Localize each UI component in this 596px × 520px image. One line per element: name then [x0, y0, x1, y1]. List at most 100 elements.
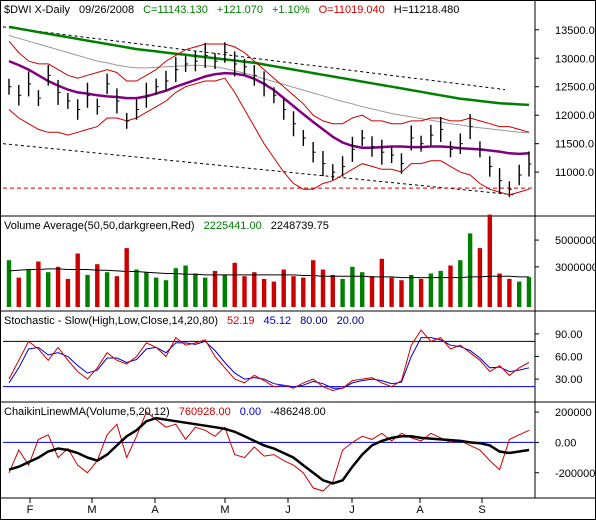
stoch-tick-label: 30.00 — [555, 374, 583, 386]
volume-bar — [203, 277, 208, 307]
chaikin-v1: 760928.00 — [179, 406, 231, 418]
price-tick-label: 11500.0 — [555, 139, 594, 151]
chaikin-tick-label: 200000 — [555, 407, 592, 419]
chaikin-tick-label: 0.00 — [555, 437, 576, 449]
volume-bar — [507, 278, 512, 307]
volume-bar — [46, 272, 51, 307]
series-bb_lower — [8, 77, 530, 196]
volume-bar — [340, 278, 345, 307]
volume-bar — [320, 269, 326, 307]
price-tick-label: 12500.0 — [555, 82, 595, 94]
volume-bar — [418, 278, 424, 307]
volume-bar — [16, 277, 21, 307]
volume-bar — [467, 233, 473, 307]
volume-bar — [497, 273, 502, 307]
chaikin-v2: 0.00 — [240, 406, 261, 418]
volume-bar — [301, 277, 306, 307]
volume-bar — [517, 281, 522, 307]
x-tick-label: A — [151, 504, 159, 516]
volume-bar — [311, 260, 316, 307]
series-chaikin-ma — [8, 416, 530, 485]
stoch-upper: 80.00 — [300, 315, 328, 327]
volume-bar — [26, 269, 31, 307]
volume-bar — [95, 264, 100, 307]
volume-bar — [6, 260, 12, 307]
x-tick-label: F — [27, 504, 34, 516]
header-change: +121.070 — [217, 4, 263, 16]
volume-bar — [144, 272, 149, 307]
volume-bar — [477, 248, 483, 307]
header-close: C=11143.130 — [143, 4, 208, 16]
volume-bar — [232, 262, 237, 307]
volume-bar — [360, 272, 365, 307]
volume-bar — [369, 276, 375, 307]
volume-bar — [242, 276, 247, 307]
trendline-upper — [2, 26, 506, 91]
volume-average-line — [8, 268, 529, 279]
chaikin-title: ChaikinLinewMA(Volume,5,20,12) — [4, 406, 170, 418]
volume-bar — [526, 277, 532, 307]
volume-tick-label: 3000000 — [555, 262, 596, 274]
price-tick-label: 12000.0 — [555, 110, 595, 122]
volume-bar — [222, 274, 227, 307]
volume-bar — [212, 270, 218, 307]
volume-bar — [154, 277, 159, 307]
volume-val2: 2248739.75 — [271, 220, 329, 232]
volume-bar — [409, 274, 414, 307]
stoch-d: 45.12 — [264, 315, 292, 327]
volume-bar — [261, 278, 267, 307]
stoch-tick-label: 90.00 — [555, 329, 583, 341]
volume-bar — [193, 273, 198, 307]
x-tick-label: J — [349, 504, 355, 516]
volume-bar — [124, 248, 129, 307]
volume-bar — [389, 277, 394, 307]
volume-bar — [252, 272, 257, 307]
header-date: 09/26/2008 — [79, 4, 134, 16]
series-ma100 — [8, 35, 530, 134]
chaikin-v3: -486248.00 — [270, 406, 326, 418]
volume-bar — [65, 278, 71, 307]
volume-bar — [36, 261, 41, 307]
header-symbol: $DWI X-Daily — [4, 4, 71, 16]
header-open: O=11019.040 — [319, 4, 385, 16]
volume-bar — [281, 269, 286, 307]
trendline-lower — [2, 143, 516, 196]
x-tick-label: M — [220, 504, 229, 516]
stoch-k: 52.19 — [227, 315, 255, 327]
header-high: H=11218.480 — [394, 4, 460, 16]
stoch-lower: 20.00 — [337, 315, 365, 327]
volume-bar — [104, 272, 110, 307]
price-tick-label: 13000.0 — [555, 53, 595, 65]
volume-bar — [271, 281, 277, 307]
series-stoch-k — [8, 329, 530, 392]
x-tick-label: J — [285, 504, 291, 516]
volume-bar — [428, 273, 434, 307]
volume-bar — [379, 258, 384, 307]
stoch-title: Stochastic - Slow(High,Low,Close,14,20,8… — [4, 315, 218, 327]
x-tick-label: M — [87, 504, 96, 516]
volume-bar — [487, 214, 492, 307]
stoch-tick-label: 60.00 — [555, 352, 583, 364]
series-stoch-d — [8, 337, 530, 389]
volume-bar — [399, 280, 404, 307]
volume-bar — [291, 276, 296, 307]
series-ma200 — [8, 25, 530, 107]
price-tick-label: 13500.0 — [555, 25, 595, 37]
chaikin-tick-label: -200000 — [555, 468, 595, 480]
price-tick-label: 11000.0 — [555, 167, 594, 179]
volume-bar — [350, 266, 355, 307]
volume-bar — [75, 253, 80, 307]
volume-bar — [183, 265, 188, 307]
series-bb_upper — [8, 40, 530, 133]
header-pct: +1.10% — [272, 4, 310, 16]
volume-bar — [85, 274, 90, 307]
volume-tick-label: 5000000 — [555, 235, 596, 247]
volume-bar — [55, 266, 61, 307]
volume-bar — [134, 269, 139, 307]
series-ma50 — [8, 59, 530, 156]
volume-bar — [173, 268, 178, 307]
volume-bar — [448, 265, 453, 307]
